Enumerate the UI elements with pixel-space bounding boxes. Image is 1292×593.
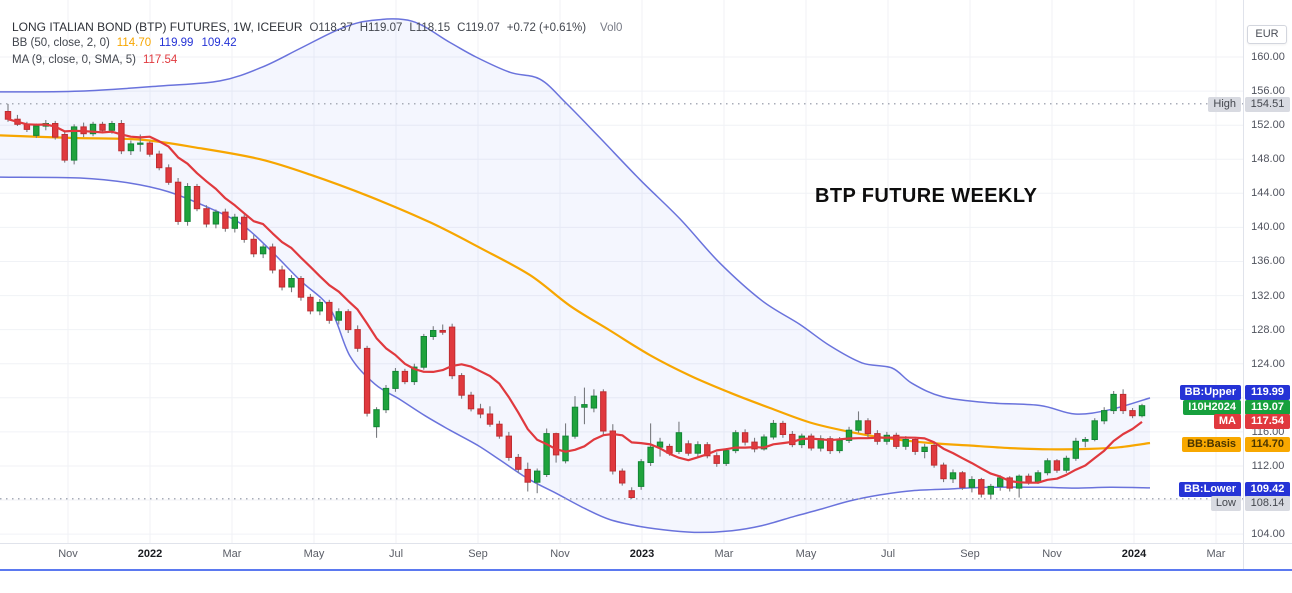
ma-indicator-label: MA (9, close, 0, SMA, 5) xyxy=(12,54,136,66)
ohlc-item: C119.07 xyxy=(457,22,500,34)
time-axis[interactable]: Nov 2022 Mar May Jul Sep Nov 2023 Mar May Jul Sep No… xyxy=(0,544,1243,569)
time-tick-label: Mar xyxy=(1206,548,1226,560)
ma-label: MA xyxy=(1213,414,1241,429)
price-tick-label: 160.00 xyxy=(1251,51,1285,63)
low-marker: Low xyxy=(1210,496,1241,511)
legend-symbol-row[interactable]: LONG ITALIAN BOND (BTP) FUTURES, 1W, ICE… xyxy=(12,20,622,37)
price-tick-label: 124.00 xyxy=(1251,358,1285,370)
price-tick-label: 152.00 xyxy=(1251,119,1285,131)
ma-indicator-values: 117.54 xyxy=(143,54,185,66)
legend-bb-row[interactable]: BB (50, close, 2, 0) 114.70 119.99 109.42 xyxy=(12,37,622,54)
price-tick-label: 104.00 xyxy=(1251,528,1285,540)
bb-indicator-label: BB (50, close, 2, 0) xyxy=(12,37,110,49)
last-price-value: 119.07 xyxy=(1245,400,1290,415)
price-axis-border xyxy=(1243,0,1244,570)
bollinger-fill xyxy=(0,18,1150,533)
bb-lower-label-value: 109.42 xyxy=(1245,482,1290,497)
price-tick-label: 128.00 xyxy=(1251,324,1285,336)
bb-upper-label: BB:Upper xyxy=(1179,385,1241,400)
indicator-value: 119.99 xyxy=(159,37,194,49)
bb-basis-label-value: 114.70 xyxy=(1245,437,1290,452)
price-tick-label: 116.00 xyxy=(1251,426,1285,438)
ma-line xyxy=(7,118,1143,484)
indicator-value: 109.42 xyxy=(201,37,237,49)
bollinger-upper-line xyxy=(0,18,1151,415)
chart-note-text: BTP FUTURE WEEKLY xyxy=(815,185,1038,207)
pane-separator xyxy=(0,569,1292,571)
price-tick-label: 156.00 xyxy=(1251,85,1285,97)
high-marker-value: 154.51 xyxy=(1245,97,1290,112)
time-tick-label: Nov xyxy=(550,548,570,560)
time-tick-label: 2024 xyxy=(1121,548,1147,560)
indicator-value: 114.70 xyxy=(116,37,152,49)
last-price: I10H2024 xyxy=(1183,400,1241,415)
legend: LONG ITALIAN BOND (BTP) FUTURES, 1W, ICE… xyxy=(12,20,622,71)
bollinger-basis-line xyxy=(0,134,1151,451)
price-tick-label: 112.00 xyxy=(1251,460,1285,472)
time-tick-label: Nov xyxy=(1042,548,1062,560)
price-axis[interactable]: 160.00 156.00 152.00 148.00 144.00 140.00 136.… xyxy=(1244,0,1292,543)
price-tick-label: 136.00 xyxy=(1251,255,1285,267)
price-tick-label: 140.00 xyxy=(1251,221,1285,233)
time-tick-label: Mar xyxy=(222,548,242,560)
time-tick-label: 2022 xyxy=(137,548,163,560)
time-tick-label: May xyxy=(303,548,325,560)
bb-lower-label: BB:Lower xyxy=(1179,482,1241,497)
time-tick-label: Jul xyxy=(880,548,896,560)
ohlc-item: +0.72 (+0.61%) xyxy=(506,22,587,34)
time-tick-label: Sep xyxy=(960,548,980,560)
low-marker-value: 108.14 xyxy=(1245,496,1290,511)
bb-indicator-values: 114.70 119.99 109.42 xyxy=(117,37,245,49)
currency-button[interactable]: EUR xyxy=(1247,25,1287,44)
time-tick-label: Jul xyxy=(388,548,404,560)
price-tick-label: 132.00 xyxy=(1251,290,1285,302)
bb-upper-label-value: 119.99 xyxy=(1245,385,1290,400)
ohlc-item: H119.07 xyxy=(359,22,403,34)
high-marker: High xyxy=(1208,97,1241,112)
bollinger-lower-line xyxy=(0,176,1151,534)
price-tick-label: 148.00 xyxy=(1251,153,1285,165)
bb-basis-label: BB:Basis xyxy=(1182,437,1241,452)
legend-ma-row[interactable]: MA (9, close, 0, SMA, 5) 117.54 xyxy=(12,54,622,71)
time-tick-label: May xyxy=(795,548,817,560)
ohlc-values: O118.37 H119.07 L118.15 C119.07 +0.72 (+0.61… xyxy=(309,22,593,34)
time-tick-label: Sep xyxy=(468,548,488,560)
indicator-value: 117.54 xyxy=(142,54,178,66)
time-axis-border xyxy=(0,543,1292,544)
symbol-title: LONG ITALIAN BOND (BTP) FUTURES, 1W, ICE… xyxy=(12,20,303,34)
time-tick-label: 2023 xyxy=(629,548,655,560)
price-tick-label: 144.00 xyxy=(1251,187,1285,199)
time-tick-label: Mar xyxy=(714,548,734,560)
time-tick-label: Nov xyxy=(58,548,78,560)
ohlc-item: O118.37 xyxy=(309,22,353,34)
ma-label-value: 117.54 xyxy=(1245,414,1290,429)
volume-value: Vol0 xyxy=(600,22,623,34)
ohlc-item: L118.15 xyxy=(409,22,451,34)
